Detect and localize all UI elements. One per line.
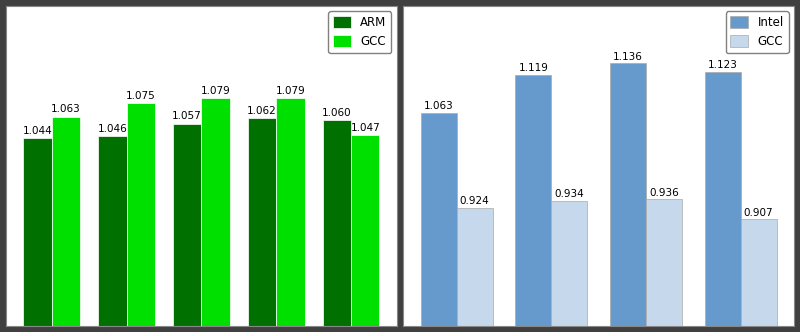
Text: 1.119: 1.119 — [518, 63, 548, 73]
Legend: Intel, GCC: Intel, GCC — [726, 12, 789, 53]
Bar — [646, 200, 682, 332]
Text: 1.060: 1.060 — [322, 108, 351, 118]
Bar — [421, 113, 457, 332]
Text: 0.907: 0.907 — [744, 208, 774, 218]
Bar — [551, 201, 587, 332]
Bar — [351, 135, 379, 332]
Bar — [126, 103, 155, 332]
Text: 1.079: 1.079 — [275, 86, 306, 96]
Text: 1.063: 1.063 — [51, 105, 81, 115]
Text: 1.046: 1.046 — [98, 124, 127, 134]
Bar — [248, 118, 276, 332]
Text: 1.047: 1.047 — [350, 123, 380, 133]
Text: 1.136: 1.136 — [613, 51, 643, 61]
Text: 1.063: 1.063 — [424, 101, 454, 111]
Text: 1.062: 1.062 — [247, 106, 277, 116]
Text: 1.044: 1.044 — [22, 126, 53, 136]
Legend: ARM, GCC: ARM, GCC — [329, 12, 391, 53]
Bar — [705, 72, 741, 332]
Bar — [52, 117, 80, 332]
Bar — [515, 74, 551, 332]
Text: 0.924: 0.924 — [460, 196, 490, 206]
Text: 0.934: 0.934 — [554, 190, 584, 200]
Text: 1.123: 1.123 — [708, 60, 738, 70]
Bar — [322, 120, 351, 332]
Bar — [173, 124, 202, 332]
Bar — [276, 98, 305, 332]
Bar — [98, 136, 126, 332]
Bar — [610, 63, 646, 332]
Bar — [457, 208, 493, 332]
Bar — [741, 219, 777, 332]
Text: 1.079: 1.079 — [201, 86, 230, 96]
Text: 0.936: 0.936 — [649, 188, 679, 198]
Bar — [202, 98, 230, 332]
Text: 1.075: 1.075 — [126, 91, 156, 101]
Bar — [23, 138, 52, 332]
Text: 1.057: 1.057 — [172, 111, 202, 121]
